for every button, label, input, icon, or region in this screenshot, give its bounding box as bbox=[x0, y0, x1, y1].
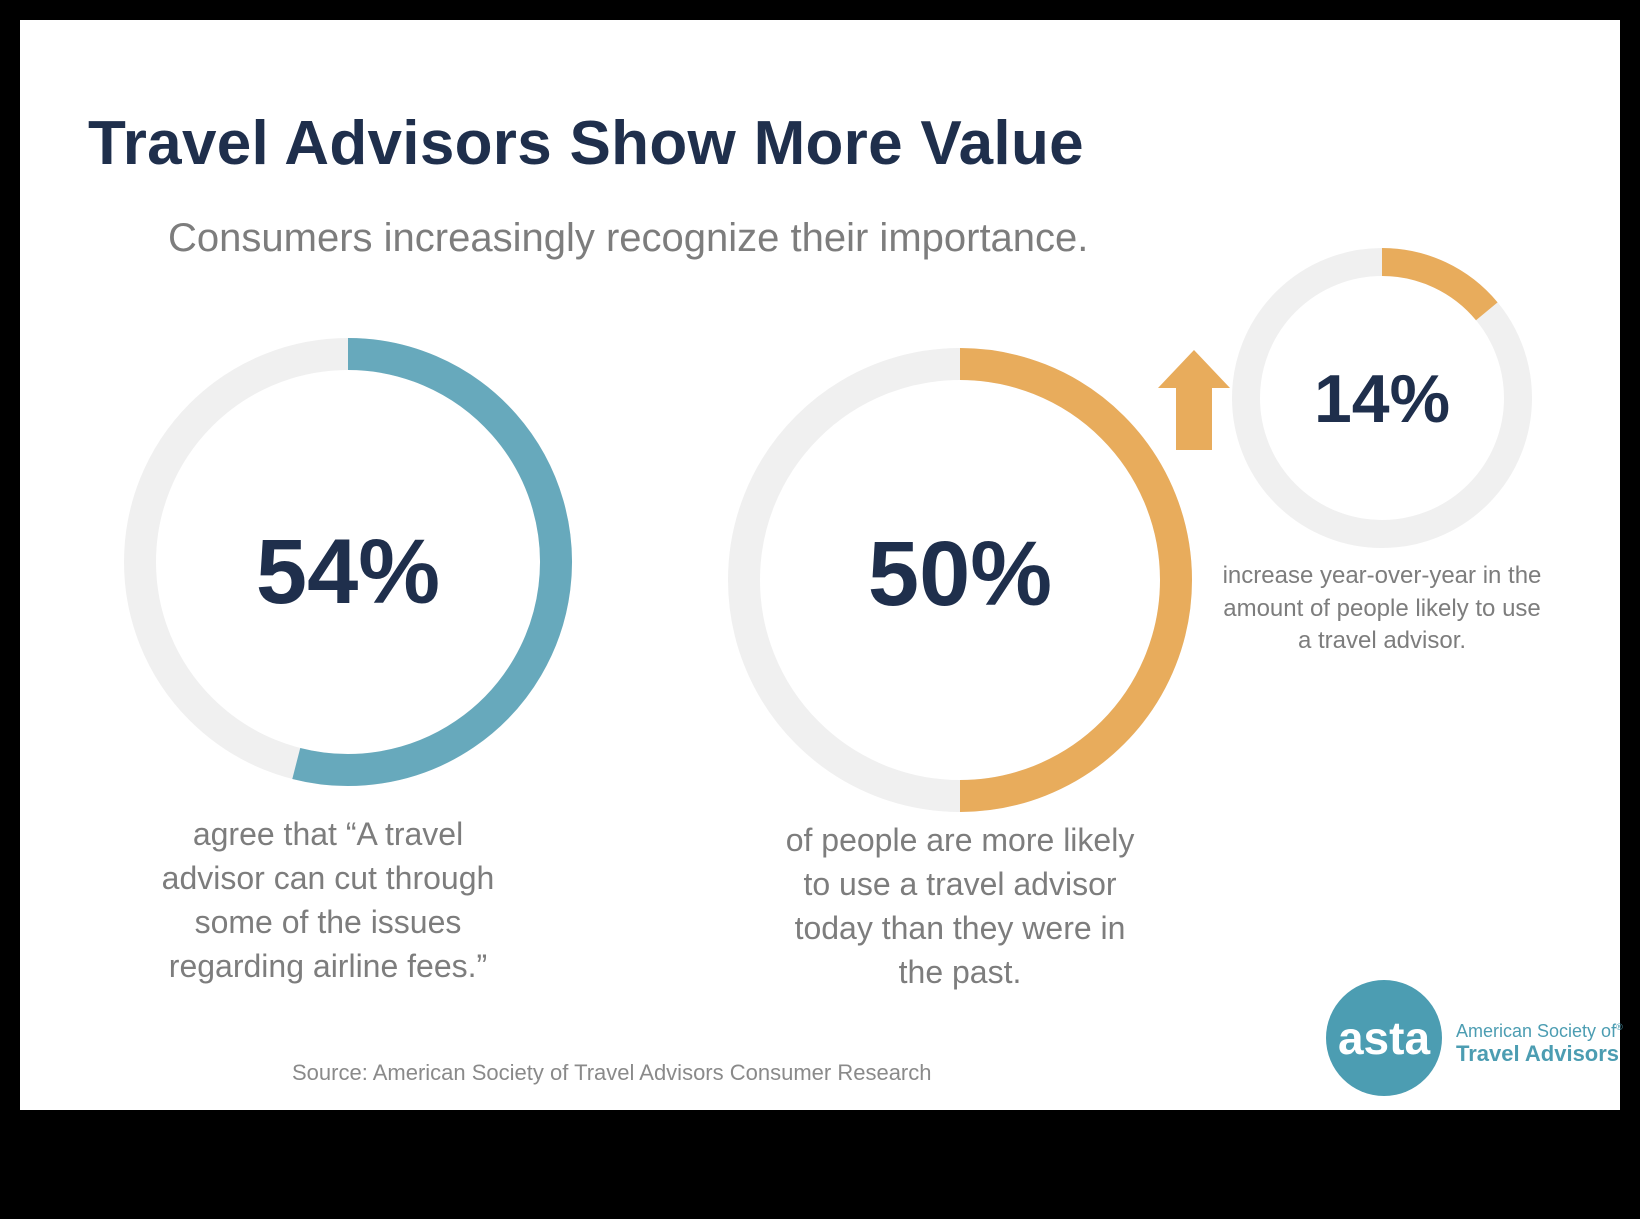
stat-value-2: 50% bbox=[867, 523, 1053, 625]
caption-2: of people are more likely to use a trave… bbox=[785, 822, 1135, 991]
page-subtitle: Consumers increasingly recognize their i… bbox=[168, 216, 1089, 260]
arrow-up-icon bbox=[1158, 350, 1230, 450]
caption-1: agree that “A travel advisor can cut thr… bbox=[161, 816, 495, 985]
donut-chart-3 bbox=[1232, 248, 1532, 548]
logo-line-1: American Society of bbox=[1456, 1021, 1617, 1041]
stat-value-3: 14% bbox=[1313, 361, 1451, 437]
donut-1-arc bbox=[292, 338, 572, 786]
donut-chart-2 bbox=[728, 348, 1192, 812]
logo-registered-mark: ® bbox=[1616, 1022, 1623, 1032]
page-title: Travel Advisors Show More Value bbox=[88, 109, 1084, 178]
asta-logo-lettering: asta bbox=[1338, 1012, 1430, 1064]
logo-line-2: Travel Advisors bbox=[1456, 1040, 1620, 1066]
stat-value-1: 54% bbox=[255, 521, 441, 623]
source-note: Source: American Society of Travel Advis… bbox=[292, 1060, 932, 1085]
caption-3: increase year-over-year in the amount of… bbox=[1222, 562, 1542, 655]
infographic-card: Travel Advisors Show More Value Consumer… bbox=[20, 20, 1623, 1110]
asta-logo-text: American Society of® Travel Advisors bbox=[1456, 1021, 1623, 1066]
asta-logo-mark: asta bbox=[1326, 980, 1442, 1096]
donut-2-arc bbox=[959, 348, 1192, 812]
donut-chart-1 bbox=[124, 338, 572, 786]
donut-3-arc bbox=[1381, 248, 1498, 321]
